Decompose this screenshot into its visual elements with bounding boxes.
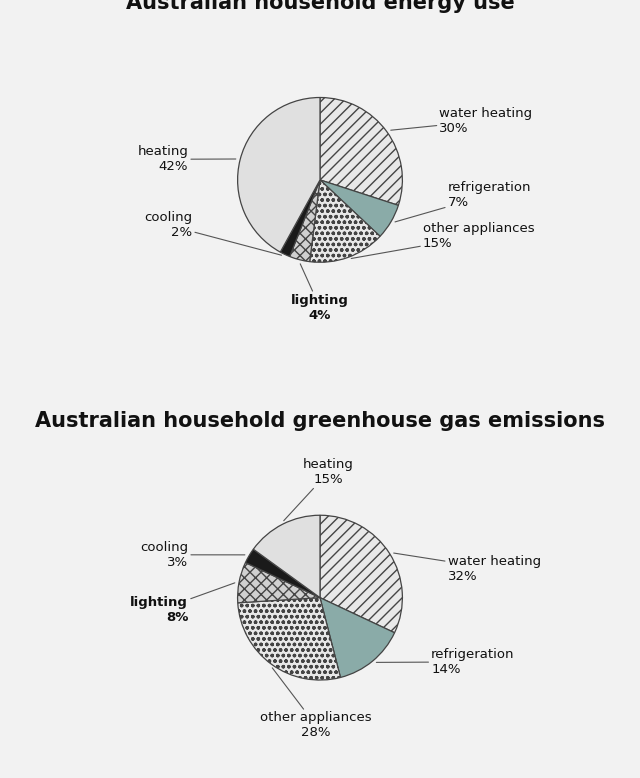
Text: cooling
2%: cooling 2% <box>144 211 282 255</box>
Wedge shape <box>246 549 320 598</box>
Text: refrigeration
7%: refrigeration 7% <box>395 180 531 222</box>
Wedge shape <box>237 97 320 252</box>
Wedge shape <box>310 180 380 262</box>
Wedge shape <box>290 180 320 261</box>
Text: cooling
3%: cooling 3% <box>140 541 245 569</box>
Text: heating
15%: heating 15% <box>284 458 354 520</box>
Wedge shape <box>253 515 320 598</box>
Text: heating
42%: heating 42% <box>138 145 236 173</box>
Wedge shape <box>320 97 403 205</box>
Wedge shape <box>320 180 398 237</box>
Text: water heating
30%: water heating 30% <box>391 107 532 135</box>
Text: lighting
8%: lighting 8% <box>131 583 235 624</box>
Wedge shape <box>238 598 340 680</box>
Text: refrigeration
14%: refrigeration 14% <box>376 648 515 676</box>
Text: lighting
4%: lighting 4% <box>291 264 349 321</box>
Wedge shape <box>320 515 403 633</box>
Title: Australian household energy use: Australian household energy use <box>125 0 515 13</box>
Wedge shape <box>237 562 320 603</box>
Title: Australian household greenhouse gas emissions: Australian household greenhouse gas emis… <box>35 412 605 431</box>
Wedge shape <box>320 598 394 678</box>
Wedge shape <box>280 180 320 257</box>
Text: other appliances
15%: other appliances 15% <box>351 222 534 258</box>
Text: other appliances
28%: other appliances 28% <box>260 668 372 739</box>
Text: water heating
32%: water heating 32% <box>394 553 541 583</box>
